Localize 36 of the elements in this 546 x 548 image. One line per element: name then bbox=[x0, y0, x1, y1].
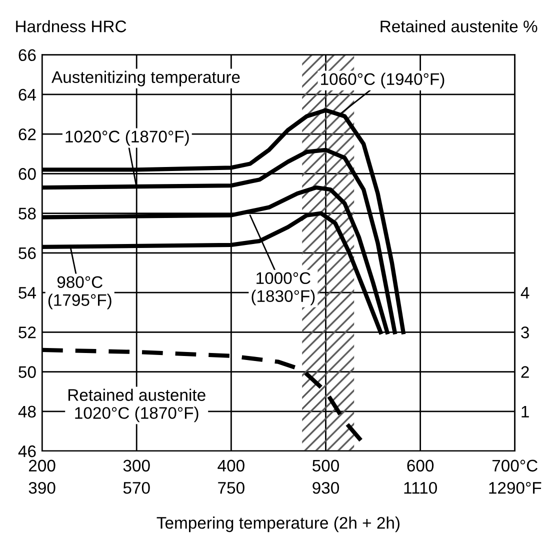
y-tick-label: 52 bbox=[18, 326, 36, 338]
y-tick-label: 46 bbox=[18, 445, 36, 458]
x-tick-label: 600 bbox=[407, 460, 434, 472]
y-tick-label: 66 bbox=[18, 49, 36, 62]
y-tick-label: 50 bbox=[18, 366, 36, 378]
y-axis-title: Hardness HRC bbox=[16, 20, 126, 32]
y2-tick-label: 4 bbox=[520, 287, 530, 299]
x2-tick-label: 390 bbox=[28, 482, 56, 494]
annotation: 1000°C (1830°F) bbox=[252, 272, 315, 306]
annotation: 1020°C (1870°F) bbox=[66, 130, 189, 146]
x-tick-label: 300 bbox=[123, 460, 150, 472]
annotation: 980°C (1795°F) bbox=[48, 276, 112, 310]
y2-tick-label: 1 bbox=[522, 406, 529, 418]
y-tick-label: 62 bbox=[18, 128, 36, 140]
y2-axis-title: Retained austenite % bbox=[380, 20, 538, 32]
x-tick-label: 700°C bbox=[492, 460, 538, 472]
x-axis-title: Tempering temperature (2h + 2h) bbox=[156, 516, 400, 532]
annotation: Austenitizing temperature bbox=[52, 70, 240, 86]
annotation: Retained austenite 1020°C (1870°F) bbox=[68, 388, 206, 422]
y-tick-label: 48 bbox=[18, 406, 36, 418]
x2-tick-label: 570 bbox=[123, 482, 150, 494]
x-tick-label: 500 bbox=[312, 460, 339, 472]
x2-tick-label: 750 bbox=[218, 482, 244, 494]
x2-tick-label: 930 bbox=[312, 482, 339, 494]
y2-tick-label: 3 bbox=[521, 326, 529, 338]
x-tick-label: 400 bbox=[218, 460, 244, 472]
y-tick-label: 58 bbox=[18, 208, 36, 220]
y2-tick-label: 2 bbox=[521, 366, 529, 378]
x-tick-label: 200 bbox=[28, 460, 56, 472]
annotation: 1060°C (1940°F) bbox=[321, 72, 444, 88]
x2-tick-label: 1290°F bbox=[489, 482, 542, 494]
y-tick-label: 56 bbox=[18, 247, 36, 260]
y-tick-label: 64 bbox=[18, 88, 36, 101]
y-tick-label: 60 bbox=[18, 168, 36, 180]
x2-tick-label: 1110 bbox=[404, 482, 437, 494]
y-tick-label: 54 bbox=[18, 287, 36, 299]
